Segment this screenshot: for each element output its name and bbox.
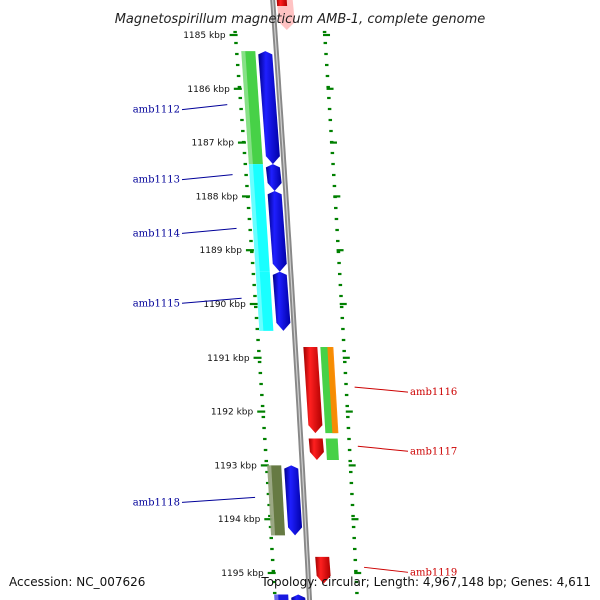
gene-arrow[interactable] [258,51,280,165]
partial-gene-top[interactable] [276,0,295,30]
tick-layer: 1185 kbp 1186 kbp 1187 kbp 1188 kbp 1189 kbp… [183,30,362,595]
tick-label: 1186 kbp [187,85,230,95]
tick-label: 1193 kbp [214,461,257,471]
gene-leader-line [181,227,237,234]
gene-band[interactable] [250,191,270,272]
gene-leader-line [181,496,256,503]
gene-band-overlap [327,347,339,434]
gene-arrow[interactable] [315,556,331,584]
gene-band-highlight [274,594,279,600]
gene-band-highlight [248,164,255,192]
gene-label[interactable]: amb1116 [410,387,457,398]
gene-amb1115[interactable] [255,271,291,331]
gene-label[interactable]: amb1118 [133,497,180,508]
gene-band[interactable] [325,438,339,461]
gene-amb1114[interactable] [250,191,287,272]
gene-band-highlight [250,191,260,272]
gene-leader-line [363,566,409,573]
gene-band[interactable] [267,465,286,536]
gene-amb1119[interactable] [315,556,331,584]
accession-text: Accession: NC_007626 [9,575,145,589]
gene-label[interactable]: amb1115 [133,298,180,309]
gene-label[interactable]: amb1114 [133,228,180,239]
gene-leader-line [181,297,242,304]
gene-leader-line [354,386,409,393]
gene-arrow[interactable] [265,164,282,192]
gene-arrow[interactable] [284,465,303,536]
gene-band[interactable] [248,164,265,192]
gene-amb1118[interactable] [267,465,303,536]
gene-label[interactable]: amb1119 [410,567,457,578]
tick-label: 1188 kbp [196,192,239,202]
tick-label: 1191 kbp [207,354,250,364]
gene-arrow[interactable] [303,347,323,434]
gene-label[interactable]: amb1117 [410,446,457,457]
tick-label: 1190 kbp [203,300,246,310]
gene-amb1113[interactable] [248,164,282,192]
tick-label: 1194 kbp [218,515,261,525]
gene-arrow[interactable] [267,191,287,272]
gene-band-highlight [267,465,276,536]
tick-label: 1195 kbp [221,569,264,579]
gene-leader-line [357,445,409,452]
backbone-layer [270,0,313,600]
partial-gene-top-arrow[interactable] [276,0,288,6]
gene-leader-line [181,174,233,181]
gene-band[interactable] [274,594,289,600]
gene-amb1116[interactable] [303,347,339,434]
gene-layer [241,0,339,600]
tick-label: 1192 kbp [211,408,254,418]
gene-label[interactable]: amb1113 [133,175,180,186]
tick-label: 1189 kbp [200,246,243,256]
topology-text: Topology: circular; Length: 4,967,148 bp… [260,575,591,589]
label-layer: amb1112 amb1113 amb1114 amb1115 amb1116 amb11… [133,104,457,578]
genome-title: Magnetospirillum magneticum AMB-1, compl… [115,12,486,27]
tick-label: 1185 kbp [183,31,226,41]
gene-arrow[interactable] [308,438,324,461]
gene-arrow[interactable] [291,594,306,600]
gene-leader-line [181,104,228,111]
gene-band[interactable] [255,271,274,331]
gene-band[interactable] [241,51,263,165]
gene-band-highlight [241,51,253,165]
gene-band-highlight [255,271,264,331]
tick-label: 1187 kbp [192,139,235,149]
gene-label[interactable]: amb1112 [133,105,180,116]
genome-backbone-highlight [272,0,311,600]
gene-amb1120[interactable] [274,594,306,600]
gene-amb1112[interactable] [241,51,280,165]
gene-amb1117[interactable] [308,438,339,461]
gene-arrow[interactable] [272,271,291,331]
